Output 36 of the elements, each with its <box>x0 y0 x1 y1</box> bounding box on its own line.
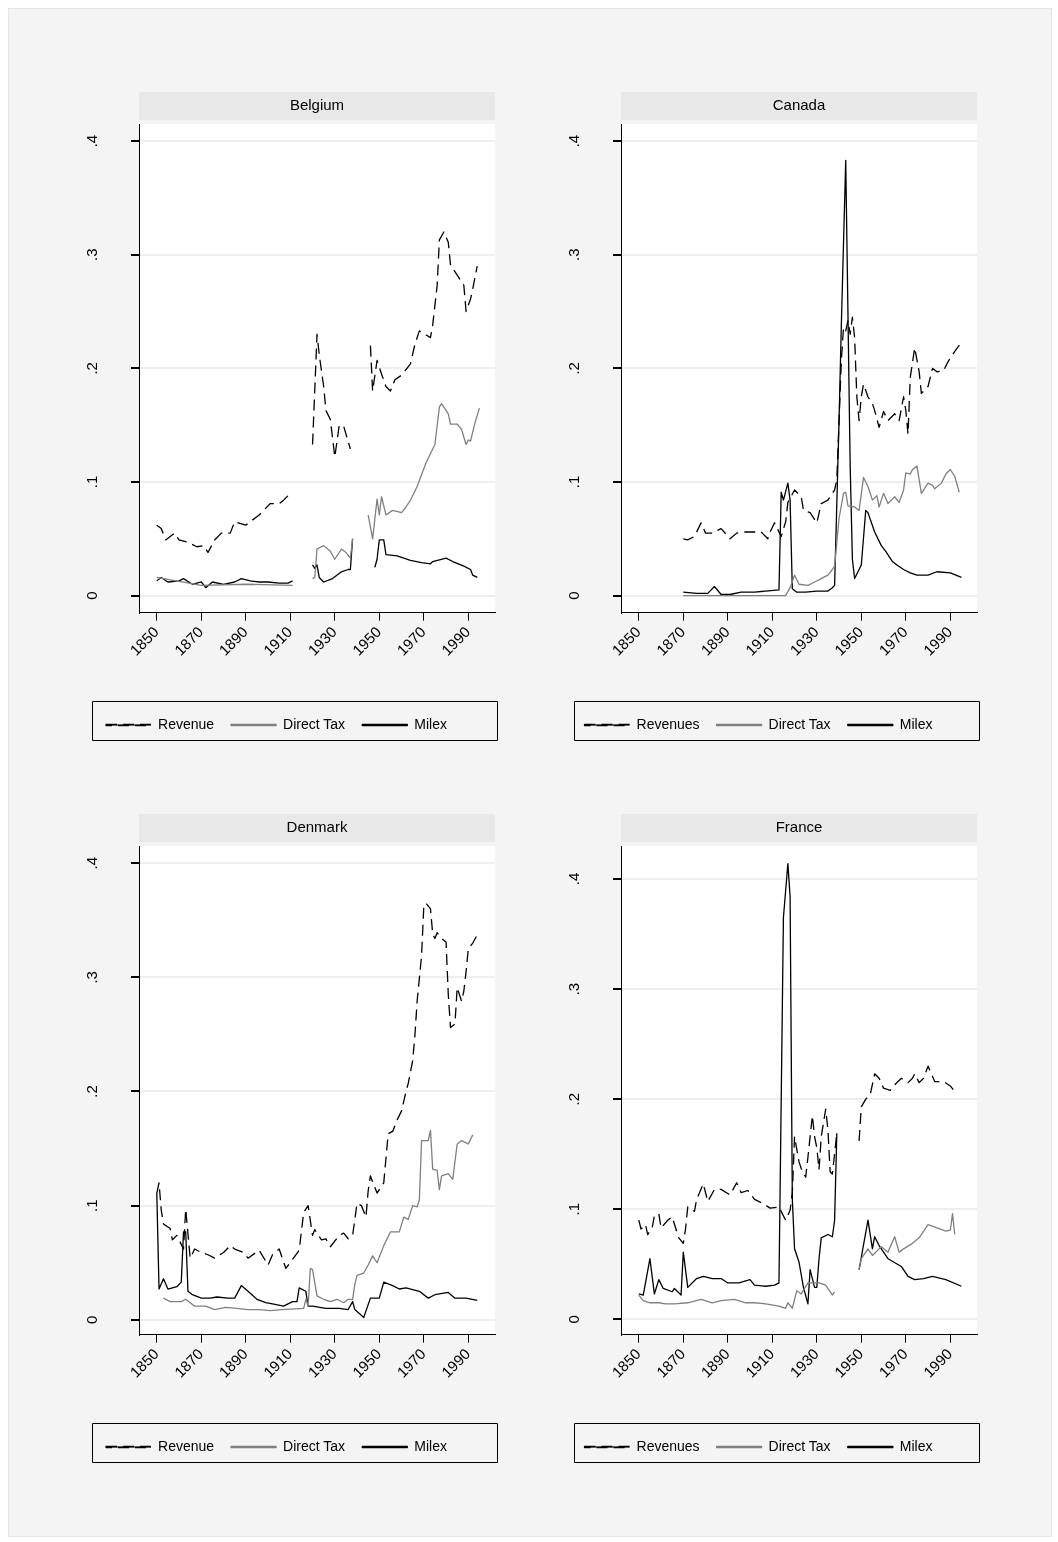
y-tick-label: .2 <box>565 362 583 375</box>
y-tick-label: .1 <box>565 1202 583 1216</box>
chart-title: Belgium <box>289 96 345 114</box>
chart-title: Canada <box>772 96 826 114</box>
y-tick-label: .2 <box>83 1085 101 1098</box>
legend-label: Revenues <box>636 715 700 732</box>
y-tick-label: .3 <box>83 971 101 984</box>
legend-label: Milex <box>899 715 933 732</box>
y-tick-label: .3 <box>565 982 583 996</box>
legend-label: Direct Tax <box>768 715 831 732</box>
y-tick-label: .4 <box>83 134 101 148</box>
y-tick-label: .2 <box>83 362 101 375</box>
chart-title: Denmark <box>286 818 348 836</box>
y-tick-label: 0 <box>565 1315 583 1324</box>
legend-label: Revenues <box>636 1437 700 1454</box>
chart-title: France <box>775 818 823 836</box>
legend-label: Milex <box>899 1437 933 1454</box>
y-tick-label: .1 <box>565 475 583 489</box>
legend-label: Milex <box>414 715 447 732</box>
legend-label: Direct Tax <box>283 1437 346 1454</box>
y-tick-label: 0 <box>83 591 101 600</box>
legend-label: Direct Tax <box>283 715 346 732</box>
y-tick-label: .1 <box>83 475 101 489</box>
legend-label: Revenue <box>158 1437 215 1454</box>
y-tick-label: 0 <box>565 591 583 600</box>
legend-label: Milex <box>414 1437 447 1454</box>
y-tick-label: .3 <box>565 248 583 261</box>
legend-label: Revenue <box>158 715 215 732</box>
y-tick-label: .4 <box>565 134 583 148</box>
y-tick-label: .3 <box>83 248 101 261</box>
y-tick-label: .2 <box>565 1092 583 1106</box>
legend-label: Direct Tax <box>768 1437 831 1454</box>
y-tick-label: 0 <box>83 1315 101 1325</box>
y-tick-label: .4 <box>83 856 101 870</box>
y-tick-label: .1 <box>83 1199 101 1212</box>
y-tick-label: .4 <box>565 872 583 886</box>
